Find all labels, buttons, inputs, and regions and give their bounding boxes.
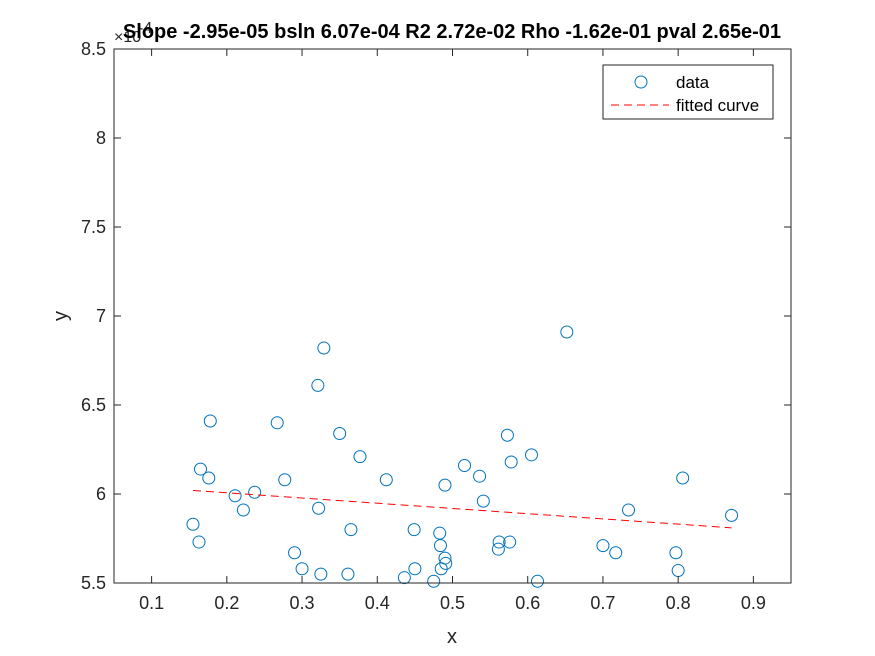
marks-layer bbox=[186, 325, 739, 588]
legend-box bbox=[602, 64, 774, 120]
y-tick-label: 5.5 bbox=[81, 573, 106, 593]
data-point bbox=[531, 574, 545, 588]
data-point bbox=[203, 414, 217, 428]
axes-background bbox=[114, 49, 791, 583]
data-point bbox=[344, 523, 358, 537]
data-point bbox=[433, 526, 447, 540]
data-point bbox=[725, 508, 739, 522]
y-tick-label: 7.5 bbox=[81, 217, 106, 237]
data-point bbox=[473, 469, 487, 483]
legend-label-data: data bbox=[676, 73, 710, 92]
data-point bbox=[192, 535, 206, 549]
y-exponent-label: ×10 bbox=[114, 29, 141, 46]
data-point bbox=[458, 459, 472, 473]
x-tick-label: 0.2 bbox=[214, 593, 239, 613]
data-point bbox=[236, 503, 250, 517]
data-point bbox=[500, 428, 514, 442]
data-point bbox=[492, 535, 506, 549]
data-point bbox=[491, 542, 505, 556]
x-tick-label: 0.7 bbox=[590, 593, 615, 613]
x-tick-label: 0.8 bbox=[666, 593, 691, 613]
data-point bbox=[194, 462, 208, 476]
data-point bbox=[609, 546, 623, 560]
y-exponent-power: -4 bbox=[138, 20, 152, 37]
ticks-layer: 0.1 0.2 0.3 0.4 0.5 0.6 0.7 0.8 0.9 5.5 6 6.5 7 7.5 8 8… bbox=[81, 39, 791, 613]
x-tick-label: 0.1 bbox=[139, 593, 164, 613]
data-point bbox=[295, 562, 309, 576]
legend-data-marker bbox=[634, 75, 648, 89]
y-tick-label: 6.5 bbox=[81, 395, 106, 415]
y-tick-label: 8.5 bbox=[81, 39, 106, 59]
data-point bbox=[407, 523, 421, 537]
fitted-curve-line bbox=[192, 489, 732, 529]
data-point bbox=[353, 450, 367, 464]
data-point bbox=[379, 473, 393, 487]
data-point bbox=[186, 517, 200, 531]
legend: data fitted curve bbox=[602, 64, 774, 120]
x-tick-label: 0.4 bbox=[365, 593, 390, 613]
data-point bbox=[248, 485, 262, 499]
x-tick-label: 0.6 bbox=[515, 593, 540, 613]
chart-title: Slope -2.95e-05 bsln 6.07e-04 R2 2.72e-0… bbox=[123, 21, 781, 43]
data-point bbox=[312, 501, 326, 515]
data-point bbox=[438, 478, 452, 492]
data-point bbox=[676, 471, 690, 485]
data-point bbox=[504, 455, 518, 469]
data-point bbox=[524, 448, 538, 462]
legend-label-fitted-curve: fitted curve bbox=[676, 96, 759, 115]
data-point bbox=[503, 535, 517, 549]
x-tick-label: 0.9 bbox=[741, 593, 766, 613]
data-point bbox=[669, 546, 683, 560]
data-point bbox=[560, 325, 574, 339]
data-point bbox=[270, 416, 284, 430]
data-point bbox=[288, 546, 302, 560]
data-point bbox=[476, 494, 490, 508]
y-tick-label: 6 bbox=[96, 484, 106, 504]
x-tick-label: 0.3 bbox=[290, 593, 315, 613]
data-point bbox=[596, 539, 610, 553]
data-point bbox=[433, 539, 447, 553]
x-axis-label: x bbox=[447, 626, 457, 648]
data-point bbox=[314, 567, 328, 581]
y-tick-label: 8 bbox=[96, 128, 106, 148]
data-point bbox=[311, 378, 325, 392]
data-point bbox=[408, 562, 422, 576]
data-point bbox=[622, 503, 636, 517]
data-point bbox=[438, 551, 452, 565]
data-point bbox=[397, 571, 411, 585]
y-tick-label: 7 bbox=[96, 306, 106, 326]
data-point bbox=[278, 473, 292, 487]
data-point bbox=[317, 341, 331, 355]
data-point bbox=[202, 471, 216, 485]
y-axis-label: y bbox=[50, 311, 72, 321]
x-tick-label: 0.5 bbox=[440, 593, 465, 613]
data-point bbox=[228, 489, 242, 503]
data-point bbox=[439, 556, 453, 570]
data-point bbox=[427, 574, 441, 588]
data-point bbox=[333, 426, 347, 440]
data-point bbox=[341, 567, 355, 581]
